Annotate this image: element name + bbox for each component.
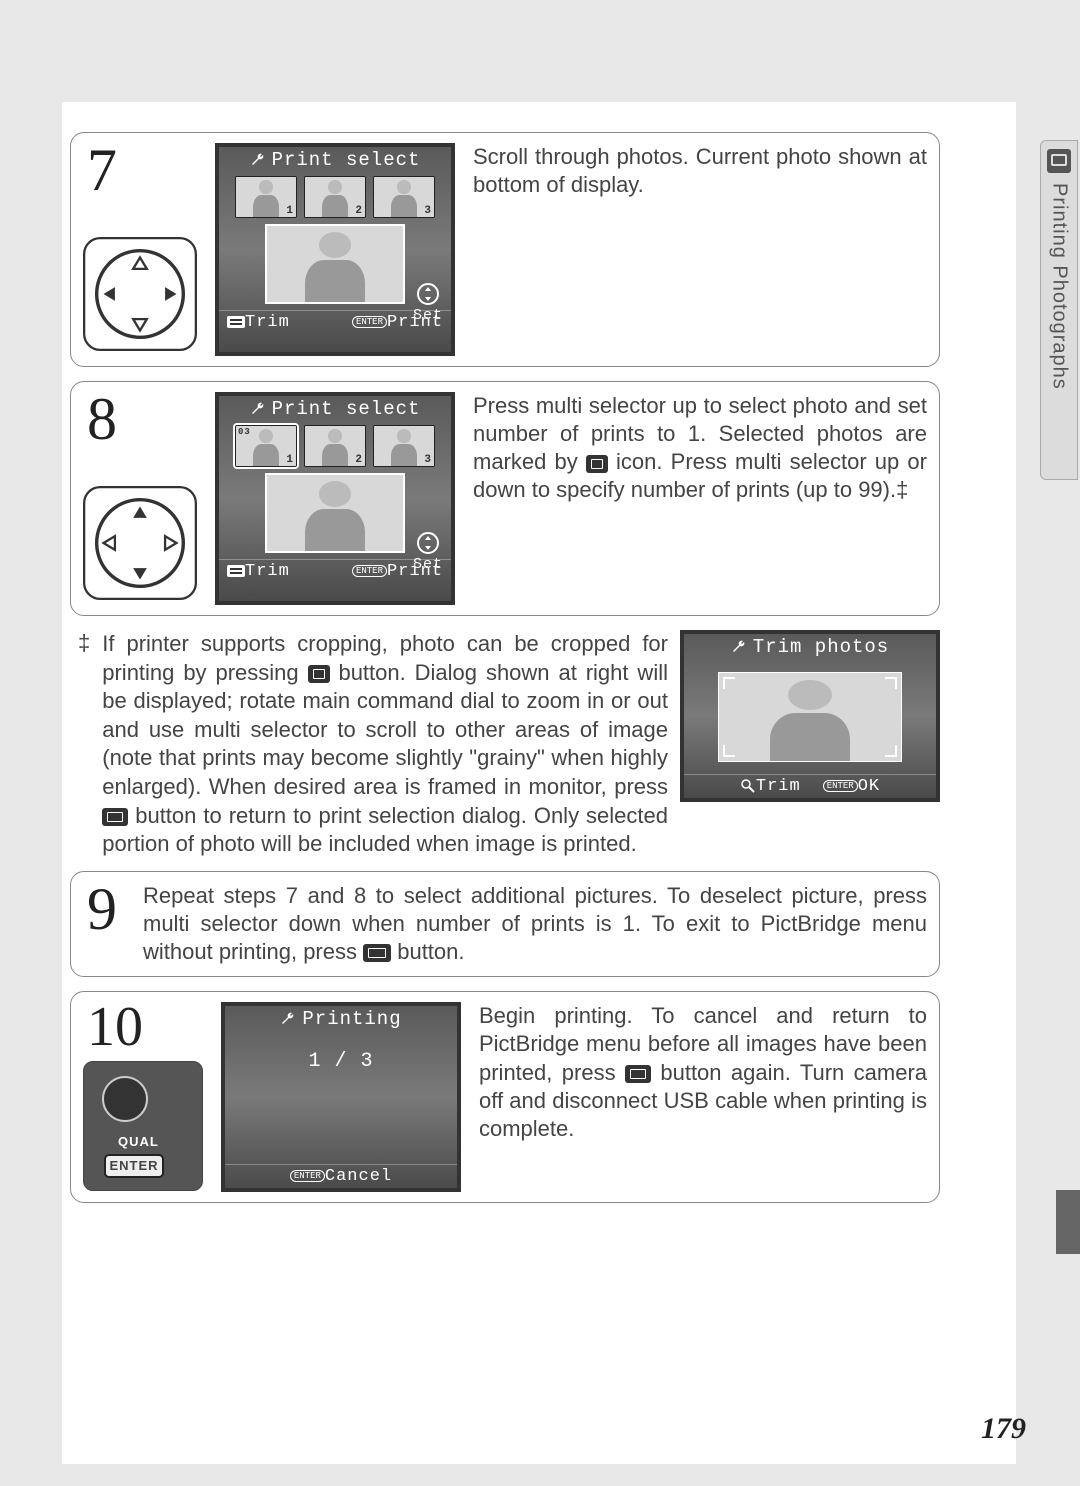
menu-button-icon (363, 944, 391, 962)
enter-pill-icon: ENTER (352, 316, 387, 328)
print-progress: 1 / 3 (225, 1050, 457, 1073)
page-content: 7 Print select 1 2 3 (70, 132, 940, 1217)
dial-icon (102, 1076, 148, 1122)
step-number: 9 (83, 882, 125, 966)
thumb-tab (1056, 1190, 1080, 1254)
pictbridge-icon (1047, 149, 1071, 173)
step-8: 8 Print select 031 2 3 (70, 381, 940, 616)
ok-action: ENTEROK (823, 777, 880, 796)
lcd-title: Printing (225, 1006, 457, 1032)
step-number: 8 (83, 392, 197, 446)
enter-pill-icon: ENTER (352, 565, 387, 577)
step-10: 10 QUAL ENTER Printing 1 / 3 ENTERCancel… (70, 991, 940, 1203)
lcd-title-text: Print select (272, 398, 421, 420)
step-8-left: 8 (83, 392, 197, 605)
enter-button-label: ENTER (104, 1154, 164, 1178)
current-photo (265, 473, 405, 553)
updown-icon (417, 283, 439, 305)
wrench-icon (250, 401, 266, 417)
set-label: Set (413, 556, 443, 573)
trim-preview (684, 660, 936, 774)
qual-label: QUAL (118, 1134, 159, 1149)
multi-selector-icon (83, 237, 197, 351)
step-9: 9 Repeat steps 7 and 8 to select additio… (70, 871, 940, 977)
trim-action: Trim (227, 562, 290, 581)
thumbnail-selected: 031 (235, 425, 297, 467)
lcd-printing: Printing 1 / 3 ENTERCancel (221, 1002, 461, 1192)
step-number: 7 (83, 143, 197, 197)
step-10-left: 10 QUAL ENTER (83, 1002, 203, 1192)
step-8-text: Press multi selector up to select photo … (473, 392, 927, 605)
crop-button-icon (308, 665, 330, 683)
wrench-icon (280, 1011, 296, 1027)
set-indicator: Set (413, 532, 443, 573)
step-7-left: 7 (83, 143, 197, 356)
wrench-icon (731, 639, 747, 655)
set-indicator: Set (413, 283, 443, 324)
lcd-title-text: Printing (302, 1008, 401, 1030)
page-number: 179 (981, 1412, 1026, 1446)
thumbnail: 3 (373, 176, 435, 218)
lcd-title: Print select (219, 396, 451, 422)
cancel-action: ENTERCancel (290, 1167, 392, 1186)
enter-pill-icon: ENTER (823, 780, 858, 792)
multi-selector-icon (83, 486, 197, 600)
set-label: Set (413, 307, 443, 324)
footnote: ‡ If printer supports cropping, photo ca… (78, 630, 940, 859)
footnote-mark: ‡ (78, 630, 90, 859)
footnote-text: If printer supports cropping, photo can … (102, 630, 668, 859)
enter-pill-icon: ENTER (290, 1170, 325, 1182)
magnify-icon (740, 778, 756, 794)
updown-icon (417, 532, 439, 554)
lcd-footer: ENTERCancel (225, 1164, 457, 1188)
lcd-print-select: Print select 031 2 3 Set Trim ENTERPrint (215, 392, 455, 605)
crop-icon (227, 316, 245, 328)
thumbnail: 1 (235, 176, 297, 218)
section-tab: Printing Photographs (1040, 140, 1078, 480)
lcd-title: Trim photos (684, 634, 936, 660)
enter-button-icon (625, 1065, 651, 1083)
trim-action: Trim (740, 777, 801, 796)
lcd-footer: Trim ENTEROK (684, 774, 936, 798)
step-7: 7 Print select 1 2 3 (70, 132, 940, 367)
step-10-text: Begin printing. To cancel and return to … (479, 1002, 927, 1192)
crop-icon (227, 565, 245, 577)
thumbnail: 2 (304, 425, 366, 467)
wrench-icon (250, 152, 266, 168)
lcd-title: Print select (219, 147, 451, 173)
section-tab-label: Printing Photographs (1048, 183, 1071, 390)
lcd-title-text: Trim photos (753, 636, 889, 658)
camera-enter-button-graphic: QUAL ENTER (83, 1061, 203, 1191)
lcd-print-select: Print select 1 2 3 Set Trim ENTERPrint (215, 143, 455, 356)
enter-button-icon (102, 808, 128, 826)
thumbnail: 2 (304, 176, 366, 218)
trim-action: Trim (227, 313, 290, 332)
step-9-text: Repeat steps 7 and 8 to select additiona… (143, 882, 927, 966)
lcd-trim-photos: Trim photos Trim ENTEROK (680, 630, 940, 802)
print-mark-icon (586, 455, 608, 473)
lcd-title-text: Print select (272, 149, 421, 171)
step-7-text: Scroll through photos. Current photo sho… (473, 143, 927, 356)
current-photo (265, 224, 405, 304)
thumbnail: 3 (373, 425, 435, 467)
step-number: 10 (83, 1002, 203, 1052)
